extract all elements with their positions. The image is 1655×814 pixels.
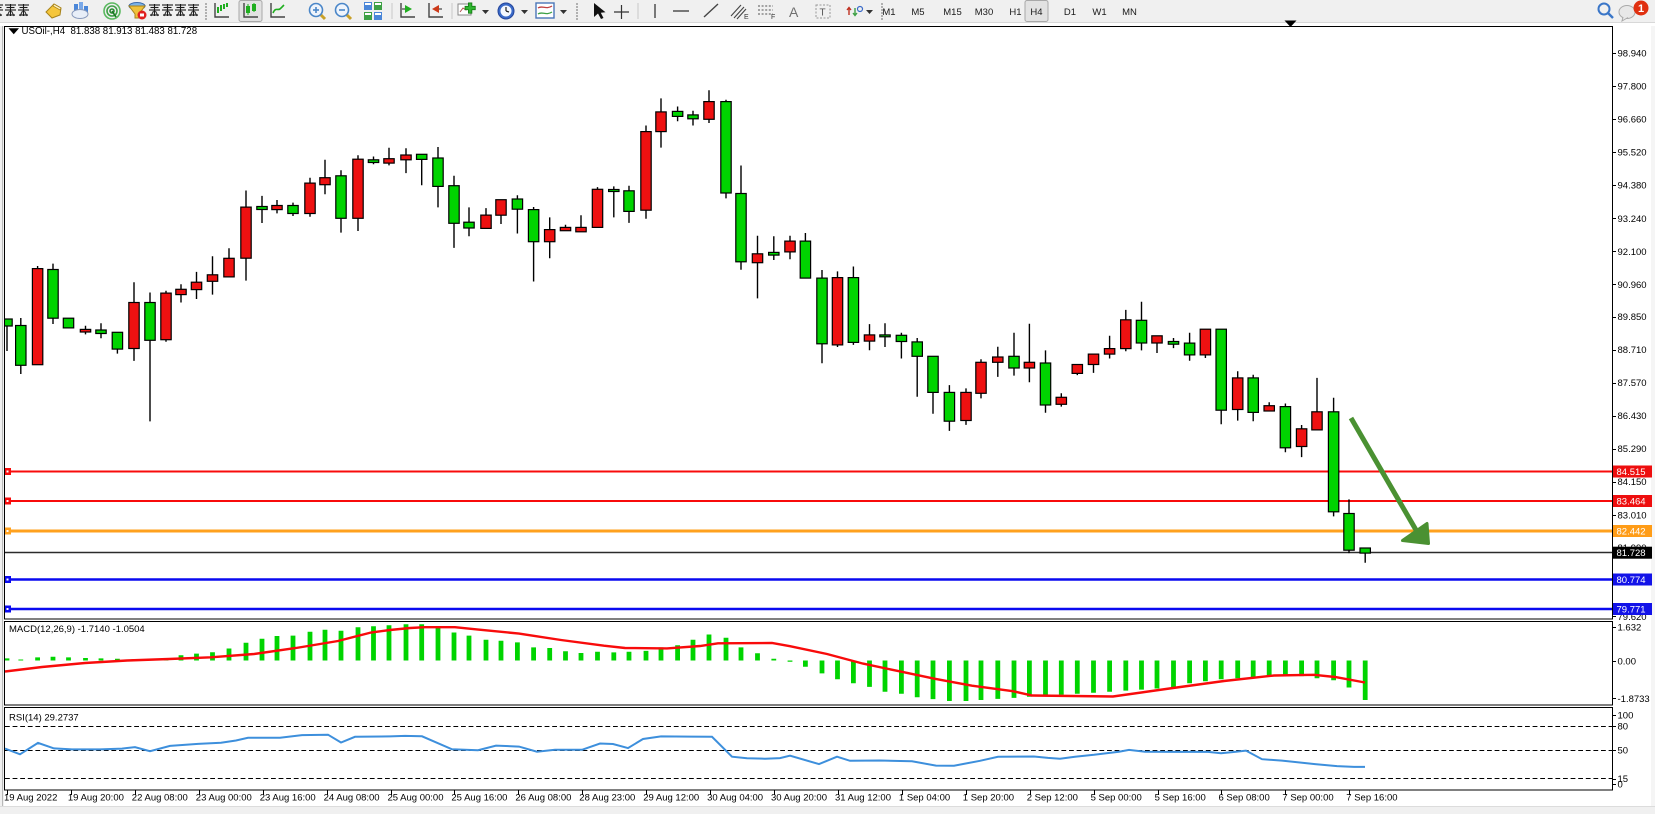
svg-text:USOil-,H4 81.838 81.913 81.48: USOil-,H4 81.838 81.913 81.483 81.728: [22, 26, 198, 37]
svg-text:A: A: [789, 4, 799, 20]
svg-text:92.100: 92.100: [1618, 247, 1647, 258]
svg-text:26 Aug 08:00: 26 Aug 08:00: [515, 793, 571, 804]
svg-text:W1: W1: [1092, 7, 1106, 18]
svg-text:H4: H4: [1030, 7, 1042, 18]
svg-text:82.442: 82.442: [1617, 527, 1646, 538]
svg-text:95.520: 95.520: [1618, 148, 1647, 159]
svg-text:84.150: 84.150: [1618, 477, 1647, 488]
svg-text:5 Sep 00:00: 5 Sep 00:00: [1091, 793, 1142, 804]
svg-text:1 Sep 04:00: 1 Sep 04:00: [899, 793, 950, 804]
svg-text:7 Sep 16:00: 7 Sep 16:00: [1346, 793, 1397, 804]
svg-text:2 Sep 12:00: 2 Sep 12:00: [1027, 793, 1078, 804]
svg-text:D1: D1: [1064, 7, 1076, 18]
svg-text:M15: M15: [943, 7, 961, 18]
svg-text:79.620: 79.620: [1618, 612, 1647, 623]
svg-text:22 Aug 08:00: 22 Aug 08:00: [132, 793, 188, 804]
svg-text:15: 15: [1618, 774, 1629, 785]
svg-text:RSI(14) 29.2737: RSI(14) 29.2737: [9, 713, 79, 724]
svg-text:81.728: 81.728: [1617, 548, 1646, 559]
svg-text:6 Sep 08:00: 6 Sep 08:00: [1219, 793, 1270, 804]
svg-text:1: 1: [1638, 3, 1644, 15]
svg-text:MACD(12,26,9) -1.7140 -1.0504: MACD(12,26,9) -1.7140 -1.0504: [9, 624, 145, 635]
svg-text:93.240: 93.240: [1618, 214, 1647, 225]
svg-text:79.771: 79.771: [1617, 605, 1646, 616]
svg-text:0: 0: [1618, 779, 1623, 790]
svg-text:T: T: [820, 8, 826, 19]
svg-text:25 Aug 16:00: 25 Aug 16:00: [451, 793, 507, 804]
svg-text:98.940: 98.940: [1618, 49, 1647, 60]
svg-text:31 Aug 12:00: 31 Aug 12:00: [835, 793, 891, 804]
svg-text:MN: MN: [1122, 7, 1137, 18]
svg-text:M30: M30: [975, 7, 993, 18]
svg-text:19 Aug 2022: 19 Aug 2022: [4, 793, 57, 804]
svg-text:96.660: 96.660: [1618, 115, 1647, 126]
svg-text:5 Sep 16:00: 5 Sep 16:00: [1155, 793, 1206, 804]
svg-text:90.960: 90.960: [1618, 280, 1647, 291]
svg-text:83.010: 83.010: [1618, 510, 1647, 521]
svg-text:-1.8733: -1.8733: [1618, 694, 1650, 705]
svg-text:23 Aug 00:00: 23 Aug 00:00: [196, 793, 252, 804]
svg-text:80.774: 80.774: [1617, 575, 1646, 586]
svg-text:85.290: 85.290: [1618, 444, 1647, 455]
svg-text:83.464: 83.464: [1617, 497, 1646, 508]
svg-text:30 Aug 20:00: 30 Aug 20:00: [771, 793, 827, 804]
svg-text:M5: M5: [911, 7, 924, 18]
svg-text:84.515: 84.515: [1617, 467, 1646, 478]
svg-text:88.710: 88.710: [1618, 345, 1647, 356]
svg-text:30 Aug 04:00: 30 Aug 04:00: [707, 793, 763, 804]
svg-text:87.570: 87.570: [1618, 378, 1647, 389]
svg-text:29 Aug 12:00: 29 Aug 12:00: [643, 793, 699, 804]
svg-text:19 Aug 20:00: 19 Aug 20:00: [68, 793, 124, 804]
svg-text:1.632: 1.632: [1618, 623, 1642, 634]
svg-text:50: 50: [1618, 746, 1629, 757]
svg-text:24 Aug 08:00: 24 Aug 08:00: [324, 793, 380, 804]
svg-text:E: E: [744, 14, 749, 21]
svg-text:F: F: [771, 14, 775, 21]
svg-text:H1: H1: [1009, 7, 1021, 18]
svg-text:100: 100: [1618, 711, 1634, 722]
svg-text:86.430: 86.430: [1618, 411, 1647, 422]
svg-text:7 Sep 00:00: 7 Sep 00:00: [1282, 793, 1333, 804]
svg-text:1 Sep 20:00: 1 Sep 20:00: [963, 793, 1014, 804]
svg-text:25 Aug 00:00: 25 Aug 00:00: [388, 793, 444, 804]
svg-text:80: 80: [1618, 722, 1629, 733]
svg-text:M1: M1: [882, 7, 895, 18]
svg-text:89.850: 89.850: [1618, 312, 1647, 323]
svg-text:23 Aug 16:00: 23 Aug 16:00: [260, 793, 316, 804]
svg-text:28 Aug 23:00: 28 Aug 23:00: [579, 793, 635, 804]
svg-text:0.00: 0.00: [1618, 656, 1637, 667]
svg-text:94.380: 94.380: [1618, 181, 1647, 192]
svg-text:97.800: 97.800: [1618, 82, 1647, 93]
